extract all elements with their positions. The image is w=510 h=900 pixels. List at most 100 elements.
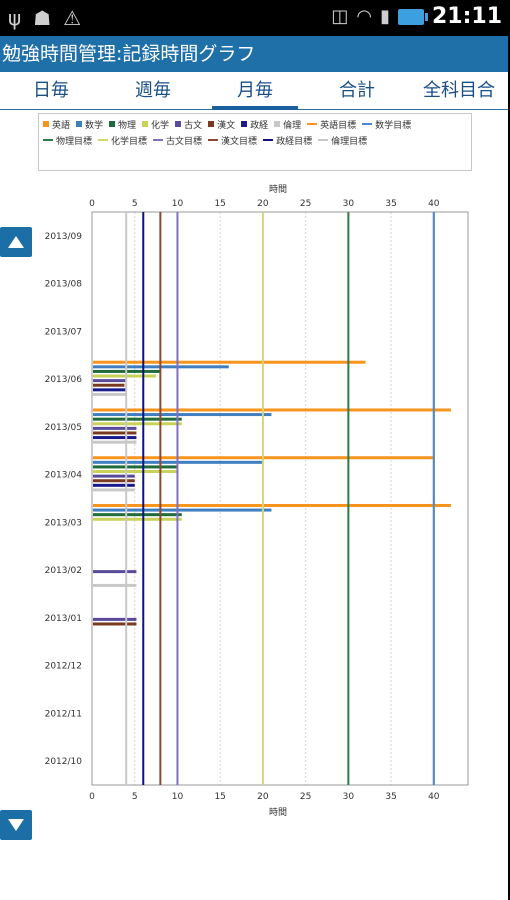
bar: [93, 408, 451, 412]
legend-label: 漢文目標: [221, 136, 258, 147]
legend-item: 物理目標: [43, 133, 92, 147]
down-arrow-icon: [8, 819, 24, 831]
status-right-icons: ◫ ◠ ▮ 21:11: [331, 4, 502, 29]
bar: [93, 470, 178, 474]
app-title: 勉強時間管理:記録時間グラフ: [0, 36, 510, 72]
bar: [93, 570, 137, 574]
legend-item: 化学: [142, 117, 169, 131]
legend-swatch: [43, 121, 49, 127]
legend-swatch: [208, 139, 219, 141]
bar: [93, 379, 127, 383]
y-tick-label: 2012/10: [45, 757, 83, 767]
legend-label: 古文: [184, 120, 203, 131]
bar: [93, 583, 137, 587]
warning-icon: ⚠: [63, 6, 82, 30]
legend-swatch: [307, 123, 318, 125]
legend-label: 英語: [52, 120, 71, 131]
y-tick-label: 2013/04: [45, 471, 83, 481]
status-clock: 21:11: [431, 4, 502, 29]
y-tick-label: 2013/02: [45, 566, 82, 576]
chart-canvas: 00551010151520202525303035354040時間時間2013…: [45, 184, 469, 818]
chart-legend: 英語 数学 物理 化学 古文 漢文 政経 倫理 英語目標 数学目標 物理目標 化学目標 古文目標 漢文目標…: [38, 113, 472, 171]
bar: [93, 513, 182, 517]
legend-item: 数学目標: [362, 117, 411, 131]
bar: [93, 436, 137, 440]
bar: [93, 479, 135, 483]
legend-label: 数学: [85, 120, 104, 131]
x-tick-label-top: 15: [214, 199, 225, 209]
x-axis-label-top: 時間: [269, 184, 287, 195]
legend-swatch: [263, 139, 274, 141]
legend-label: 英語目標: [320, 120, 357, 131]
bar: [93, 474, 135, 478]
bar: [93, 508, 272, 512]
legend-swatch: [318, 139, 329, 141]
tab-all-subjects[interactable]: 全科目合: [423, 80, 495, 101]
y-tick-label: 2013/05: [45, 423, 82, 433]
legend-swatch: [153, 139, 164, 141]
plot-frame: [91, 211, 469, 786]
tab-total[interactable]: 合計: [339, 80, 375, 101]
android-icon: ☗: [33, 6, 52, 30]
legend-swatch: [175, 121, 182, 127]
bar: [93, 422, 182, 426]
scroll-up-button[interactable]: [0, 227, 32, 257]
x-tick-label-top: 5: [132, 199, 138, 209]
legend-item: 物理: [109, 117, 136, 131]
legend-swatch: [208, 121, 215, 127]
legend-item: 政経目標: [263, 133, 312, 147]
x-tick-label-bottom: 30: [343, 792, 355, 802]
legend-label: 物理: [118, 120, 137, 131]
legend-label: 化学目標: [111, 136, 148, 147]
legend-item: 古文目標: [153, 133, 202, 147]
legend-item: 数学: [76, 117, 103, 131]
tab-monthly[interactable]: 月毎: [204, 72, 306, 110]
x-tick-label-bottom: 15: [214, 792, 225, 802]
battery-icon: [397, 8, 428, 25]
bar: [93, 388, 127, 392]
y-tick-label: 2013/06: [45, 375, 83, 385]
bar: [93, 360, 366, 364]
legend-label: 古文目標: [166, 136, 203, 147]
x-tick-label-bottom: 10: [172, 792, 184, 802]
x-tick-label-top: 40: [428, 199, 440, 209]
x-tick-label-bottom: 0: [89, 792, 95, 802]
bar: [93, 417, 182, 421]
tab-bar: 日毎 週毎 月毎 合計 全科目合: [0, 72, 510, 110]
legend-swatch: [241, 121, 248, 127]
y-tick-label: 2013/03: [45, 518, 82, 528]
usb-icon: ψ: [8, 6, 22, 30]
bar: [93, 617, 137, 621]
tab-weekly[interactable]: 週毎: [135, 80, 171, 101]
bar: [93, 413, 272, 417]
x-axis-label-bottom: 時間: [269, 807, 287, 818]
legend-label: 物理目標: [56, 136, 93, 147]
legend-swatch: [98, 139, 109, 141]
bar: [93, 483, 135, 487]
y-tick-label: 2013/08: [45, 280, 83, 290]
bar: [93, 622, 137, 626]
legend-item: 倫理: [274, 117, 301, 131]
tab-daily[interactable]: 日毎: [33, 80, 69, 101]
legend-swatch: [76, 121, 83, 127]
x-tick-label-top: 35: [385, 199, 396, 209]
scroll-down-button[interactable]: [0, 810, 32, 840]
legend-item: 古文: [175, 117, 202, 131]
legend-label: 漢文: [217, 120, 236, 131]
legend-item: 英語: [43, 117, 70, 131]
x-tick-label-top: 10: [172, 199, 184, 209]
legend-label: 政経目標: [276, 136, 313, 147]
legend-swatch: [142, 121, 149, 127]
bar: [93, 465, 178, 469]
legend-label: 倫理目標: [331, 136, 368, 147]
bar: [93, 488, 135, 492]
bar: [93, 517, 182, 521]
bar: [93, 440, 137, 444]
bar: [93, 392, 127, 396]
screen-edge: [508, 36, 510, 900]
x-tick-label-top: 25: [300, 199, 311, 209]
wifi-icon: ◠: [356, 6, 373, 27]
y-tick-label: 2013/09: [45, 232, 83, 242]
legend-items: 英語 数学 物理 化学 古文 漢文 政経 倫理 英語目標 数学目標 物理目標 化学目標 古文目標 漢文目標…: [39, 114, 471, 147]
y-tick-label: 2012/12: [45, 662, 82, 672]
